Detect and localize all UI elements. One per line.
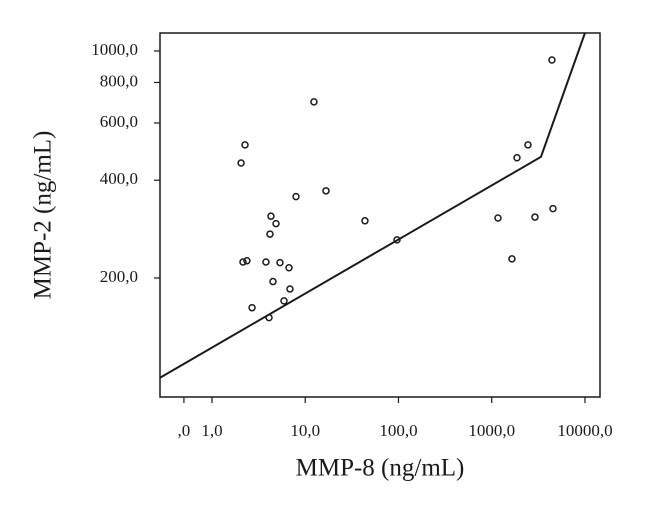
point [286,285,294,293]
y-tick-label: 600,0 [100,112,138,131]
point [524,141,532,149]
x-tick-label: ,0 [178,421,191,440]
point [248,303,256,312]
point [262,258,270,266]
point [393,236,401,244]
x-tick-label: 10,0 [290,421,320,440]
point [267,212,275,220]
point [531,213,539,221]
y-tick-label: 200,0 [100,267,138,286]
y-tick-label: 800,0 [100,71,138,90]
point [241,141,249,149]
y-tick-label: 400,0 [100,169,138,188]
point [237,159,245,167]
point [494,214,502,222]
point [292,192,300,201]
x-axis-label: MMP-8 (ng/mL) [296,455,465,482]
point [310,98,318,106]
x-tick-label: 10000,0 [557,421,612,440]
point [280,297,288,305]
y-tick-label: 1000,0 [91,40,138,59]
x-tick-label: 1000,0 [468,421,515,440]
x-tick-label: 1,0 [201,421,222,440]
y-axis-label: MMP-2 (ng/mL) [30,131,57,300]
x-tick-label: 100,0 [379,421,417,440]
point [269,277,277,286]
point [322,187,330,195]
point [549,204,557,213]
point [239,258,247,266]
point [285,264,293,272]
point [276,258,284,267]
point [361,217,369,225]
plot-frame [159,32,601,398]
point [243,256,251,265]
point [266,230,274,238]
point [548,56,556,64]
point [272,219,280,228]
point [265,313,273,322]
point [513,154,521,162]
point [508,255,516,263]
fit-line [159,32,586,379]
